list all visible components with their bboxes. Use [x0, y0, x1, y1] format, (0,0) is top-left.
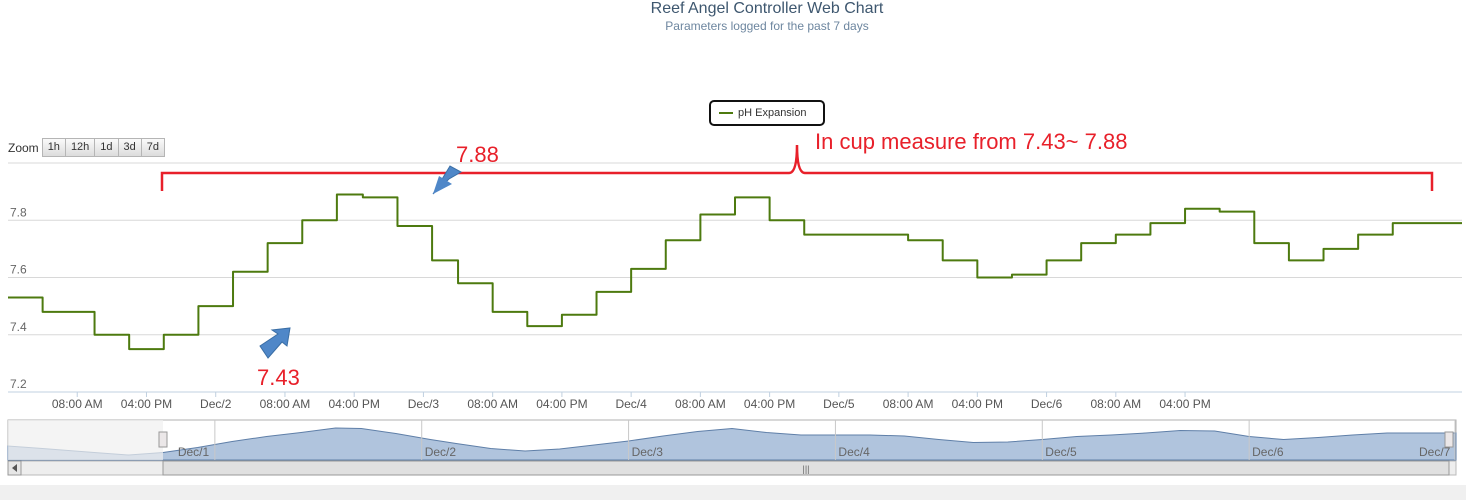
navigator-day-label: Dec/4 — [838, 445, 870, 459]
navigator-day-label: Dec/3 — [632, 445, 664, 459]
navigator-handle[interactable] — [158, 431, 168, 448]
zoom-toolbar: Zoom 1h 12h 1d 3d 7d — [8, 138, 166, 157]
range-bracket — [160, 144, 1434, 191]
min-value-label: 7.43 — [257, 365, 300, 390]
chart-subtitle: Parameters logged for the past 7 days — [665, 19, 869, 33]
navigator-day-label: Dec/5 — [1045, 445, 1077, 459]
x-tick-label: 08:00 AM — [52, 397, 103, 411]
x-tick-label: 04:00 PM — [329, 397, 380, 411]
legend-label: pH Expansion — [738, 107, 807, 119]
x-tick-label: 04:00 PM — [744, 397, 795, 411]
legend-swatch — [719, 112, 733, 114]
x-tick-label: Dec/5 — [823, 397, 855, 411]
x-tick-label: 04:00 PM — [121, 397, 172, 411]
x-tick-label: 04:00 PM — [536, 397, 587, 411]
zoom-1h-button[interactable]: 1h — [41, 138, 66, 157]
zoom-12h-button[interactable]: 12h — [64, 138, 96, 157]
y-tick-label: 7.4 — [10, 320, 27, 334]
x-tick-label: 08:00 AM — [467, 397, 518, 411]
x-tick-label: 04:00 PM — [952, 397, 1003, 411]
x-tick-label: Dec/3 — [408, 397, 440, 411]
navigator-mask-left — [8, 420, 163, 460]
x-tick-label: Dec/6 — [1031, 397, 1063, 411]
x-tick-label: Dec/2 — [200, 397, 232, 411]
max-arrow-head-icon — [433, 176, 452, 194]
range-annotation-text: In cup measure from 7.43~ 7.88 — [815, 129, 1127, 154]
chart-title: Reef Angel Controller Web Chart — [650, 0, 884, 17]
navigator-day-label: Dec/2 — [425, 445, 457, 459]
x-tick-label: 08:00 AM — [260, 397, 311, 411]
legend[interactable]: pH Expansion — [709, 100, 825, 126]
x-tick-label: Dec/4 — [615, 397, 647, 411]
y-tick-label: 7.8 — [10, 205, 27, 219]
max-value-label: 7.88 — [456, 142, 499, 167]
page-footer-strip — [0, 485, 1466, 500]
y-tick-label: 7.6 — [10, 263, 27, 277]
x-tick-label: 08:00 AM — [883, 397, 934, 411]
navigator-handle[interactable] — [1444, 431, 1454, 448]
series-ph-expansion-line — [8, 193, 1462, 351]
navigator-day-label: Dec/6 — [1252, 445, 1284, 459]
y-tick-label: 7.2 — [10, 377, 27, 391]
scrollbar-thumb[interactable] — [162, 460, 1450, 476]
scroll-left-arrow-icon — [12, 464, 17, 472]
x-tick-label: 04:00 PM — [1159, 397, 1210, 411]
min-arrow-icon — [259, 327, 291, 359]
navigator-day-label: Dec/7 — [1419, 445, 1451, 459]
navigator-area — [7, 427, 1457, 461]
navigator-day-label: Dec/1 — [178, 445, 210, 459]
x-tick-label: 08:00 AM — [675, 397, 726, 411]
scrollbar-grip-icon: ||| — [802, 464, 809, 474]
zoom-label: Zoom — [8, 140, 39, 155]
x-tick-label: 08:00 AM — [1090, 397, 1141, 411]
zoom-7d-button[interactable]: 7d — [140, 138, 166, 157]
